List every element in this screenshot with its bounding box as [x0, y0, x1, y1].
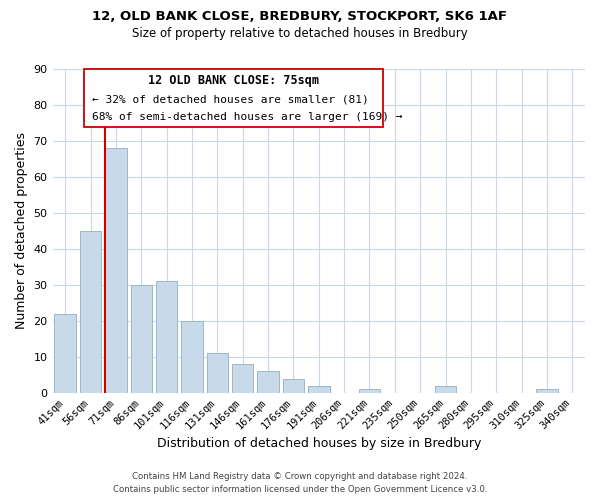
FancyBboxPatch shape: [85, 69, 383, 128]
Bar: [156, 282, 178, 393]
X-axis label: Distribution of detached houses by size in Bredbury: Distribution of detached houses by size …: [157, 437, 481, 450]
Bar: [536, 390, 558, 393]
Text: Size of property relative to detached houses in Bredbury: Size of property relative to detached ho…: [132, 28, 468, 40]
Text: 68% of semi-detached houses are larger (169) →: 68% of semi-detached houses are larger (…: [92, 112, 403, 122]
Bar: [283, 378, 304, 393]
Bar: [105, 148, 127, 393]
Text: Contains public sector information licensed under the Open Government Licence v3: Contains public sector information licen…: [113, 485, 487, 494]
Y-axis label: Number of detached properties: Number of detached properties: [15, 132, 28, 330]
Bar: [257, 372, 279, 393]
Bar: [308, 386, 329, 393]
Bar: [359, 390, 380, 393]
Text: 12 OLD BANK CLOSE: 75sqm: 12 OLD BANK CLOSE: 75sqm: [148, 74, 319, 87]
Text: 12, OLD BANK CLOSE, BREDBURY, STOCKPORT, SK6 1AF: 12, OLD BANK CLOSE, BREDBURY, STOCKPORT,…: [92, 10, 508, 23]
Text: Contains HM Land Registry data © Crown copyright and database right 2024.: Contains HM Land Registry data © Crown c…: [132, 472, 468, 481]
Bar: [232, 364, 253, 393]
Bar: [80, 231, 101, 393]
Bar: [206, 354, 228, 393]
Bar: [435, 386, 457, 393]
Bar: [131, 285, 152, 393]
Bar: [181, 321, 203, 393]
Bar: [55, 314, 76, 393]
Text: ← 32% of detached houses are smaller (81): ← 32% of detached houses are smaller (81…: [92, 94, 369, 104]
